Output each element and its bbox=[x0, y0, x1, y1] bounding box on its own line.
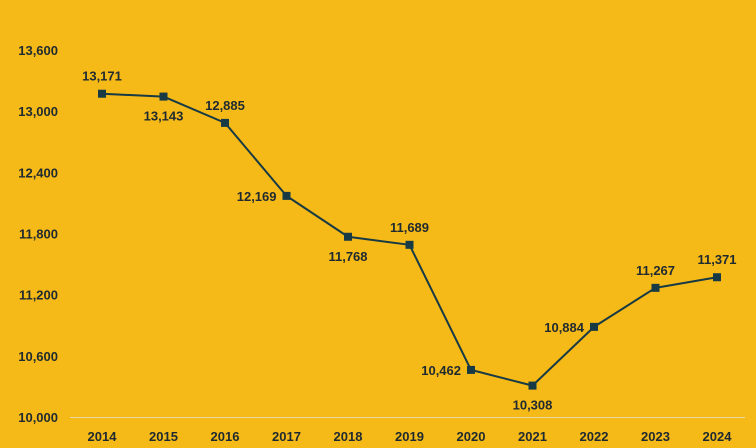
data-label: 10,462 bbox=[421, 363, 461, 378]
x-tick-label: 2015 bbox=[149, 429, 178, 444]
x-tick-label: 2017 bbox=[272, 429, 301, 444]
data-label: 12,169 bbox=[237, 189, 277, 204]
y-tick-label: 10,600 bbox=[18, 349, 58, 364]
y-tick-label: 11,800 bbox=[19, 227, 58, 242]
x-tick-label: 2020 bbox=[457, 429, 486, 444]
y-tick-label: 10,000 bbox=[18, 410, 58, 425]
x-tick-label: 2014 bbox=[88, 429, 118, 444]
x-tick-label: 2023 bbox=[641, 429, 670, 444]
data-label: 11,371 bbox=[697, 252, 736, 267]
series-line bbox=[101, 92, 718, 387]
data-label: 11,689 bbox=[390, 220, 429, 235]
data-label: 11,267 bbox=[636, 263, 675, 278]
data-label: 11,768 bbox=[328, 249, 367, 264]
data-point-marker[interactable] bbox=[159, 92, 168, 101]
data-point-marker[interactable] bbox=[344, 232, 352, 241]
data-label: 12,885 bbox=[205, 98, 245, 113]
x-tick-label: 2022 bbox=[580, 429, 609, 444]
x-tick-label: 2019 bbox=[395, 429, 424, 444]
x-tick-label: 2018 bbox=[334, 429, 363, 444]
data-point-marker[interactable] bbox=[651, 283, 660, 292]
y-tick-label: 13,000 bbox=[18, 104, 58, 119]
data-label: 13,171 bbox=[82, 69, 122, 84]
data-point-marker[interactable] bbox=[713, 273, 721, 282]
data-point-marker[interactable] bbox=[528, 381, 537, 390]
y-axis-ticks: 10,000 10,600 11,200 11,800 12,400 13,000 13,6… bbox=[18, 43, 58, 425]
data-point-marker[interactable] bbox=[405, 240, 414, 249]
data-labels: 13,171 13,143 12,885 12,169 11,768 11,689 10,4… bbox=[82, 69, 736, 413]
x-tick-label: 2016 bbox=[211, 429, 240, 444]
data-label: 10,308 bbox=[513, 398, 553, 413]
x-tick-label: 2021 bbox=[518, 429, 547, 444]
data-label: 10,884 bbox=[544, 320, 585, 335]
data-point-marker[interactable] bbox=[467, 365, 475, 374]
y-tick-label: 12,400 bbox=[18, 165, 58, 180]
series-line-group bbox=[101, 92, 718, 387]
x-axis-ticks: 2014 2015 2016 2017 2018 2019 2020 2021 2022 2023… bbox=[88, 429, 733, 444]
y-tick-label: 13,600 bbox=[18, 43, 58, 58]
series-markers bbox=[98, 89, 721, 390]
y-tick-label: 11,200 bbox=[19, 288, 58, 303]
data-label: 13,143 bbox=[144, 109, 184, 124]
data-point-marker[interactable] bbox=[221, 118, 229, 127]
data-point-marker[interactable] bbox=[590, 322, 598, 331]
data-point-marker[interactable] bbox=[98, 89, 106, 98]
data-point-marker[interactable] bbox=[282, 191, 291, 200]
x-tick-label: 2024 bbox=[703, 429, 733, 444]
